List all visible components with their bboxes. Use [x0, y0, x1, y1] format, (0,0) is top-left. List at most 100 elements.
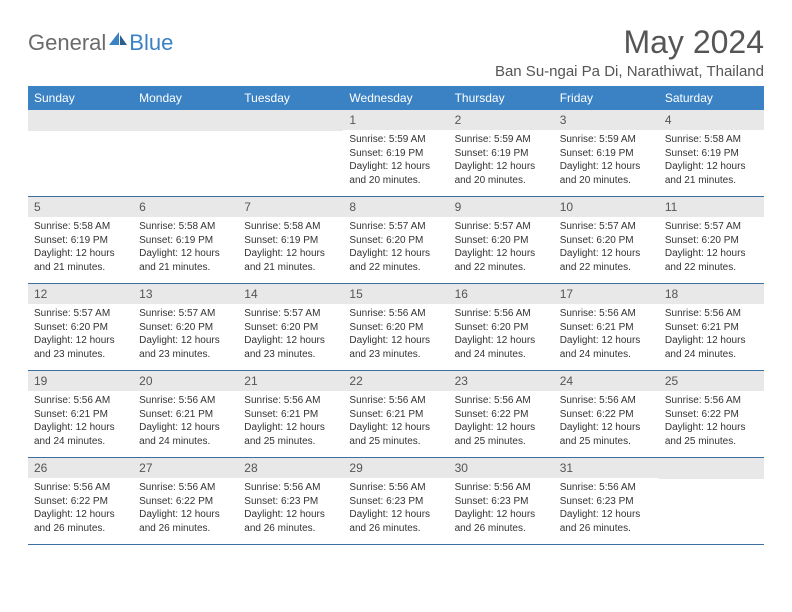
logo-text-general: General: [28, 30, 106, 56]
day-cell: 6Sunrise: 5:58 AMSunset: 6:19 PMDaylight…: [133, 197, 238, 283]
day-cell: 14Sunrise: 5:57 AMSunset: 6:20 PMDayligh…: [238, 284, 343, 370]
day-number: 1: [343, 110, 448, 130]
day-number: 14: [238, 284, 343, 304]
day-details: Sunrise: 5:56 AMSunset: 6:21 PMDaylight:…: [28, 391, 133, 452]
day-details: Sunrise: 5:57 AMSunset: 6:20 PMDaylight:…: [659, 217, 764, 278]
day-cell: 26Sunrise: 5:56 AMSunset: 6:22 PMDayligh…: [28, 458, 133, 544]
day-number: 27: [133, 458, 238, 478]
day-number: 7: [238, 197, 343, 217]
day-cell: 29Sunrise: 5:56 AMSunset: 6:23 PMDayligh…: [343, 458, 448, 544]
empty-day-number: [133, 110, 238, 131]
day-number: 17: [554, 284, 659, 304]
day-number: 31: [554, 458, 659, 478]
month-title: May 2024: [495, 24, 764, 61]
day-number: 22: [343, 371, 448, 391]
day-details: Sunrise: 5:59 AMSunset: 6:19 PMDaylight:…: [343, 130, 448, 191]
empty-day-cell: [133, 110, 238, 196]
day-cell: 25Sunrise: 5:56 AMSunset: 6:22 PMDayligh…: [659, 371, 764, 457]
day-cell: 2Sunrise: 5:59 AMSunset: 6:19 PMDaylight…: [449, 110, 554, 196]
day-cell: 21Sunrise: 5:56 AMSunset: 6:21 PMDayligh…: [238, 371, 343, 457]
day-details: Sunrise: 5:56 AMSunset: 6:22 PMDaylight:…: [28, 478, 133, 539]
day-cell: 30Sunrise: 5:56 AMSunset: 6:23 PMDayligh…: [449, 458, 554, 544]
day-number: 5: [28, 197, 133, 217]
day-cell: 7Sunrise: 5:58 AMSunset: 6:19 PMDaylight…: [238, 197, 343, 283]
empty-day-number: [659, 458, 764, 479]
day-cell: 15Sunrise: 5:56 AMSunset: 6:20 PMDayligh…: [343, 284, 448, 370]
day-details: Sunrise: 5:56 AMSunset: 6:23 PMDaylight:…: [449, 478, 554, 539]
day-number: 12: [28, 284, 133, 304]
day-number: 23: [449, 371, 554, 391]
day-number: 10: [554, 197, 659, 217]
day-cell: 13Sunrise: 5:57 AMSunset: 6:20 PMDayligh…: [133, 284, 238, 370]
day-details: Sunrise: 5:59 AMSunset: 6:19 PMDaylight:…: [449, 130, 554, 191]
day-details: Sunrise: 5:56 AMSunset: 6:20 PMDaylight:…: [449, 304, 554, 365]
day-details: Sunrise: 5:57 AMSunset: 6:20 PMDaylight:…: [554, 217, 659, 278]
title-block: May 2024 Ban Su-ngai Pa Di, Narathiwat, …: [495, 24, 764, 80]
weekday-wednesday: Wednesday: [343, 86, 448, 110]
weekday-saturday: Saturday: [659, 86, 764, 110]
weekday-friday: Friday: [554, 86, 659, 110]
day-number: 6: [133, 197, 238, 217]
day-details: Sunrise: 5:57 AMSunset: 6:20 PMDaylight:…: [343, 217, 448, 278]
empty-day-number: [238, 110, 343, 131]
day-cell: 10Sunrise: 5:57 AMSunset: 6:20 PMDayligh…: [554, 197, 659, 283]
day-details: Sunrise: 5:56 AMSunset: 6:21 PMDaylight:…: [238, 391, 343, 452]
day-cell: 23Sunrise: 5:56 AMSunset: 6:22 PMDayligh…: [449, 371, 554, 457]
day-cell: 16Sunrise: 5:56 AMSunset: 6:20 PMDayligh…: [449, 284, 554, 370]
day-cell: 9Sunrise: 5:57 AMSunset: 6:20 PMDaylight…: [449, 197, 554, 283]
header: General Blue May 2024 Ban Su-ngai Pa Di,…: [28, 24, 764, 80]
weekday-monday: Monday: [133, 86, 238, 110]
day-details: Sunrise: 5:56 AMSunset: 6:22 PMDaylight:…: [449, 391, 554, 452]
day-cell: 3Sunrise: 5:59 AMSunset: 6:19 PMDaylight…: [554, 110, 659, 196]
day-cell: 5Sunrise: 5:58 AMSunset: 6:19 PMDaylight…: [28, 197, 133, 283]
day-number: 28: [238, 458, 343, 478]
day-number: 2: [449, 110, 554, 130]
day-details: Sunrise: 5:56 AMSunset: 6:23 PMDaylight:…: [343, 478, 448, 539]
day-details: Sunrise: 5:57 AMSunset: 6:20 PMDaylight:…: [133, 304, 238, 365]
day-cell: 19Sunrise: 5:56 AMSunset: 6:21 PMDayligh…: [28, 371, 133, 457]
day-number: 16: [449, 284, 554, 304]
day-details: Sunrise: 5:56 AMSunset: 6:22 PMDaylight:…: [659, 391, 764, 452]
day-details: Sunrise: 5:58 AMSunset: 6:19 PMDaylight:…: [659, 130, 764, 191]
day-cell: 4Sunrise: 5:58 AMSunset: 6:19 PMDaylight…: [659, 110, 764, 196]
week-row: 12Sunrise: 5:57 AMSunset: 6:20 PMDayligh…: [28, 284, 764, 371]
weekday-thursday: Thursday: [449, 86, 554, 110]
week-row: 1Sunrise: 5:59 AMSunset: 6:19 PMDaylight…: [28, 110, 764, 197]
day-details: Sunrise: 5:58 AMSunset: 6:19 PMDaylight:…: [133, 217, 238, 278]
weekday-sunday: Sunday: [28, 86, 133, 110]
day-number: 8: [343, 197, 448, 217]
day-number: 25: [659, 371, 764, 391]
day-details: Sunrise: 5:56 AMSunset: 6:22 PMDaylight:…: [554, 391, 659, 452]
day-number: 15: [343, 284, 448, 304]
day-cell: 31Sunrise: 5:56 AMSunset: 6:23 PMDayligh…: [554, 458, 659, 544]
day-cell: 11Sunrise: 5:57 AMSunset: 6:20 PMDayligh…: [659, 197, 764, 283]
day-number: 11: [659, 197, 764, 217]
week-row: 5Sunrise: 5:58 AMSunset: 6:19 PMDaylight…: [28, 197, 764, 284]
empty-day-cell: [659, 458, 764, 544]
day-number: 18: [659, 284, 764, 304]
day-cell: 22Sunrise: 5:56 AMSunset: 6:21 PMDayligh…: [343, 371, 448, 457]
logo-text-blue: Blue: [129, 30, 173, 56]
logo-sail-icon: [109, 32, 127, 46]
weeks-container: 1Sunrise: 5:59 AMSunset: 6:19 PMDaylight…: [28, 110, 764, 545]
day-cell: 8Sunrise: 5:57 AMSunset: 6:20 PMDaylight…: [343, 197, 448, 283]
day-number: 30: [449, 458, 554, 478]
day-cell: 17Sunrise: 5:56 AMSunset: 6:21 PMDayligh…: [554, 284, 659, 370]
day-number: 29: [343, 458, 448, 478]
day-details: Sunrise: 5:58 AMSunset: 6:19 PMDaylight:…: [28, 217, 133, 278]
empty-day-cell: [28, 110, 133, 196]
day-details: Sunrise: 5:56 AMSunset: 6:21 PMDaylight:…: [554, 304, 659, 365]
day-details: Sunrise: 5:59 AMSunset: 6:19 PMDaylight:…: [554, 130, 659, 191]
calendar: SundayMondayTuesdayWednesdayThursdayFrid…: [28, 86, 764, 545]
day-number: 26: [28, 458, 133, 478]
empty-day-number: [28, 110, 133, 131]
day-number: 19: [28, 371, 133, 391]
day-cell: 24Sunrise: 5:56 AMSunset: 6:22 PMDayligh…: [554, 371, 659, 457]
day-details: Sunrise: 5:57 AMSunset: 6:20 PMDaylight:…: [238, 304, 343, 365]
day-cell: 20Sunrise: 5:56 AMSunset: 6:21 PMDayligh…: [133, 371, 238, 457]
calendar-page: General Blue May 2024 Ban Su-ngai Pa Di,…: [0, 0, 792, 569]
day-number: 21: [238, 371, 343, 391]
day-details: Sunrise: 5:58 AMSunset: 6:19 PMDaylight:…: [238, 217, 343, 278]
day-details: Sunrise: 5:56 AMSunset: 6:22 PMDaylight:…: [133, 478, 238, 539]
day-details: Sunrise: 5:56 AMSunset: 6:21 PMDaylight:…: [133, 391, 238, 452]
